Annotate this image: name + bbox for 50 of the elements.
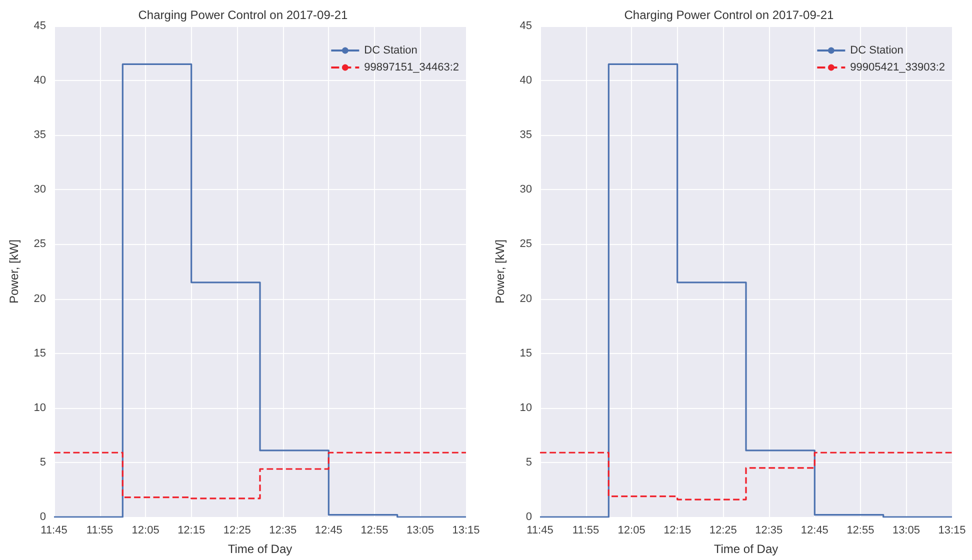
x-tick-label: 12:45 (314, 524, 342, 536)
y-tick-label: 25 (520, 238, 532, 250)
x-tick-label: 12:25 (709, 524, 737, 536)
x-tick-label: 13:05 (892, 524, 920, 536)
x-tick-label: 12:45 (800, 524, 828, 536)
y-tick-label: 15 (520, 347, 532, 360)
y-tick-label: 25 (34, 238, 46, 250)
y-tick-label: 20 (520, 292, 532, 305)
x-tick-label: 12:05 (618, 524, 646, 536)
x-tick-label: 12:35 (755, 524, 783, 536)
y-tick-label: 5 (526, 456, 532, 468)
x-tick-label: 13:05 (406, 524, 434, 536)
x-tick-label: 12:05 (132, 524, 160, 536)
y-axis-title: Power, [kW] (7, 239, 21, 304)
x-tick-label: 12:35 (269, 524, 297, 536)
x-tick-label: 13:15 (938, 524, 966, 536)
y-tick-label: 0 (40, 511, 46, 523)
y-tick-label: 45 (520, 20, 532, 32)
x-tick-label: 12:15 (178, 524, 206, 536)
legend-label: DC Station (850, 44, 904, 56)
x-axis-title: Time of Day (714, 542, 778, 556)
y-tick-label: 35 (520, 129, 532, 142)
legend-label: 99905421_33903:2 (850, 62, 946, 74)
x-tick-label: 12:55 (846, 524, 874, 536)
y-tick-label: 45 (34, 20, 46, 32)
y-tick-label: 30 (520, 184, 532, 196)
x-tick-label: 11:55 (86, 524, 114, 536)
y-axis-title: Power, [kW] (493, 239, 507, 304)
y-tick-label: 20 (34, 292, 46, 305)
y-tick-label: 40 (520, 74, 532, 87)
x-tick-label: 12:15 (664, 524, 692, 536)
x-tick-label: 12:25 (223, 524, 251, 536)
x-tick-label: 11:45 (526, 524, 554, 536)
x-tick-label: 11:55 (572, 524, 600, 536)
chart-title: Charging Power Control on 2017-09-21 (624, 8, 834, 22)
x-tick-label: 13:15 (452, 524, 480, 536)
chart-title: Charging Power Control on 2017-09-21 (138, 8, 348, 22)
legend-label: 99897151_34463:2 (364, 62, 460, 74)
y-tick-label: 0 (526, 511, 532, 523)
y-tick-label: 35 (34, 129, 46, 142)
x-axis-title: Time of Day (228, 542, 292, 556)
y-tick-label: 10 (520, 402, 532, 414)
y-tick-label: 5 (40, 456, 46, 468)
y-tick-label: 30 (34, 184, 46, 196)
x-tick-label: 12:55 (360, 524, 388, 536)
legend-label: DC Station (364, 44, 418, 56)
x-tick-label: 11:45 (40, 524, 68, 536)
y-tick-label: 40 (34, 74, 46, 87)
y-tick-label: 15 (34, 347, 46, 360)
y-tick-label: 10 (34, 402, 46, 414)
